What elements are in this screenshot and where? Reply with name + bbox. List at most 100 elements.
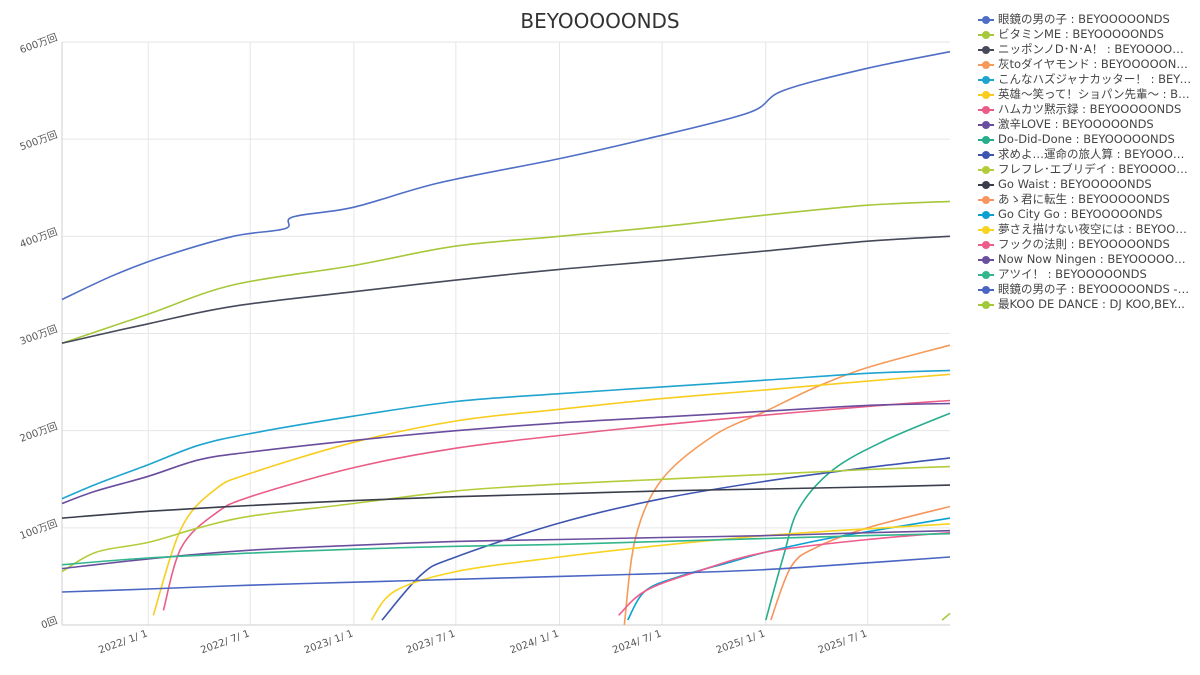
legend-item[interactable]: 求めよ…運命の旅人算 : BEYOOOOONDS — [978, 147, 1192, 162]
legend-marker-icon — [978, 75, 994, 85]
series-line-15 — [370, 523, 951, 621]
legend-marker-icon — [978, 90, 994, 100]
legend-item[interactable]: ハムカツ黙示録 : BEYOOOOONDS — [978, 102, 1192, 117]
legend-marker-icon — [978, 150, 994, 160]
legend-marker-icon — [978, 105, 994, 115]
legend-marker-icon — [978, 60, 994, 70]
series-line-17 — [61, 529, 951, 570]
legend-item[interactable]: Now Now Ningen : BEYOOOOONDS — [978, 252, 1192, 267]
legend-label: こんなハズジャナカッター！ : BEYOOOOONDS — [998, 72, 1192, 86]
legend-item[interactable]: Go City Go : BEYOOOOONDS — [978, 207, 1192, 222]
x-tick-label: 2025/ 1/ 1 — [715, 628, 767, 656]
legend-item[interactable]: 眼鏡の男の子 : BEYOOOOONDS - P... — [978, 282, 1192, 297]
legend: 眼鏡の男の子 : BEYOOOOONDS ビタミンME : BEYOOOOONDS… — [978, 12, 1192, 312]
legend-item[interactable]: こんなハズジャナカッター！ : BEYOOOOONDS — [978, 72, 1192, 87]
legend-label: Now Now Ningen : BEYOOOOONDS — [998, 252, 1192, 266]
legend-marker-icon — [978, 255, 994, 265]
legend-label: 英雄～笑って！ショパン先輩～ : BEYOOOOONDS — [998, 87, 1192, 101]
x-tick-label: 2023/ 1/ 1 — [303, 628, 355, 656]
legend-marker-icon — [978, 210, 994, 220]
legend-label: 夢さえ描けない夜空には : BEYOOOOONDS — [998, 222, 1192, 236]
axes: 0回 100万回 200万回 300万回 400万回 500万回 600万回 2022/ 1/… — [18, 32, 950, 656]
legend-marker-icon — [978, 135, 994, 145]
legend-item[interactable]: 英雄～笑って！ショパン先輩～ : BEYOOOOONDS — [978, 87, 1192, 102]
legend-marker-icon — [978, 165, 994, 175]
legend-item[interactable]: 最KOO DE DANCE : DJ KOO,BEY... — [978, 297, 1192, 312]
legend-marker-icon — [978, 30, 994, 40]
legend-marker-icon — [978, 180, 994, 190]
legend-item[interactable]: あゝ君に転生 : BEYOOOOONDS — [978, 192, 1192, 207]
series-line-18 — [61, 532, 951, 566]
x-tick-label: 2025/ 7/ 1 — [817, 628, 869, 656]
line-chart: BEYOOOOONDS 0回 100万回 200万回 300万回 400万回 500万回 6… — [18, 9, 951, 656]
x-tick-label: 2022/ 7/ 1 — [199, 628, 251, 656]
legend-item[interactable]: ニッポンノD･N･A！ : BEYOOOOONDS — [978, 42, 1192, 57]
legend-label: Go Waist : BEYOOOOONDS — [998, 177, 1152, 191]
legend-label: 灰toダイヤモンド : BEYOOOOONDS — [998, 57, 1192, 71]
x-tick-label: 2023/ 7/ 1 — [405, 628, 457, 656]
y-tick-label: 200万回 — [18, 420, 59, 445]
legend-label: フックの法則 : BEYOOOOONDS — [998, 237, 1170, 251]
legend-item[interactable]: ビタミンME : BEYOOOOONDS — [978, 27, 1192, 42]
series-line-13 — [770, 505, 951, 621]
legend-marker-icon — [978, 45, 994, 55]
y-tick-label: 500万回 — [18, 129, 59, 154]
y-tick-label: 300万回 — [18, 323, 59, 348]
legend-label: 求めよ…運命の旅人算 : BEYOOOOONDS — [998, 147, 1192, 161]
legend-item[interactable]: 激辛LOVE : BEYOOOOONDS — [978, 117, 1192, 132]
series-line-10 — [381, 457, 951, 621]
series-line-20 — [941, 612, 951, 621]
legend-label: 最KOO DE DANCE : DJ KOO,BEY... — [998, 297, 1185, 311]
legend-label: 眼鏡の男の子 : BEYOOOOONDS - P... — [998, 282, 1192, 296]
y-tick-label: 400万回 — [18, 226, 59, 251]
legend-item[interactable]: フックの法則 : BEYOOOOONDS — [978, 237, 1192, 252]
legend-item[interactable]: 眼鏡の男の子 : BEYOOOOONDS — [978, 12, 1192, 27]
legend-item[interactable]: 夢さえ描けない夜空には : BEYOOOOONDS — [978, 222, 1192, 237]
legend-label: あゝ君に転生 : BEYOOOOONDS — [998, 192, 1170, 206]
series-line-5 — [61, 369, 951, 500]
series-line-12 — [61, 484, 951, 519]
legend-label: アツイ！ : BEYOOOOONDS — [998, 267, 1147, 281]
series-line-11 — [61, 465, 951, 573]
x-tick-label: 2022/ 1/ 1 — [97, 628, 149, 656]
grid — [62, 41, 950, 626]
legend-label: ハムカツ黙示録 : BEYOOOOONDS — [998, 102, 1182, 116]
legend-label: 激辛LOVE : BEYOOOOONDS — [998, 117, 1154, 131]
y-tick-label: 0回 — [40, 615, 59, 632]
series-line-6 — [152, 373, 951, 616]
legend-marker-icon — [978, 300, 994, 310]
legend-item[interactable]: アツイ！ : BEYOOOOONDS — [978, 267, 1192, 282]
legend-marker-icon — [978, 120, 994, 130]
series-line-3 — [61, 235, 951, 344]
legend-label: フレフレ･エブリデイ : BEYOOOOONDS — [998, 162, 1192, 176]
series-line-1 — [61, 50, 951, 301]
y-tick-label: 600万回 — [18, 32, 59, 57]
legend-label: Do-Did-Done : BEYOOOOONDS — [998, 132, 1175, 146]
legend-item[interactable]: Do-Did-Done : BEYOOOOONDS — [978, 132, 1192, 147]
legend-marker-icon — [978, 195, 994, 205]
x-tick-label: 2024/ 1/ 1 — [509, 628, 561, 656]
legend-label: ビタミンME : BEYOOOOONDS — [998, 27, 1164, 41]
legend-marker-icon — [978, 240, 994, 250]
legend-marker-icon — [978, 270, 994, 280]
legend-item[interactable]: 灰toダイヤモンド : BEYOOOOONDS — [978, 57, 1192, 72]
legend-label: Go City Go : BEYOOOOONDS — [998, 207, 1163, 221]
series-line-7 — [162, 399, 951, 611]
legend-label: 眼鏡の男の子 : BEYOOOOONDS — [998, 12, 1170, 26]
legend-item[interactable]: Go Waist : BEYOOOOONDS — [978, 177, 1192, 192]
legend-marker-icon — [978, 15, 994, 25]
legend-item[interactable]: フレフレ･エブリデイ : BEYOOOOONDS — [978, 162, 1192, 177]
series-line-9 — [765, 412, 951, 621]
series-line-4 — [623, 344, 951, 626]
series-line-8 — [61, 402, 951, 505]
chart-title: BEYOOOOONDS — [520, 9, 679, 33]
legend-marker-icon — [978, 285, 994, 295]
y-tick-label: 100万回 — [18, 517, 59, 542]
series-lines — [61, 50, 951, 626]
series-line-2 — [61, 200, 951, 344]
legend-label: ニッポンノD･N･A！ : BEYOOOOONDS — [998, 42, 1192, 56]
x-tick-label: 2024/ 7/ 1 — [611, 628, 663, 656]
series-line-19 — [61, 556, 951, 593]
legend-marker-icon — [978, 225, 994, 235]
